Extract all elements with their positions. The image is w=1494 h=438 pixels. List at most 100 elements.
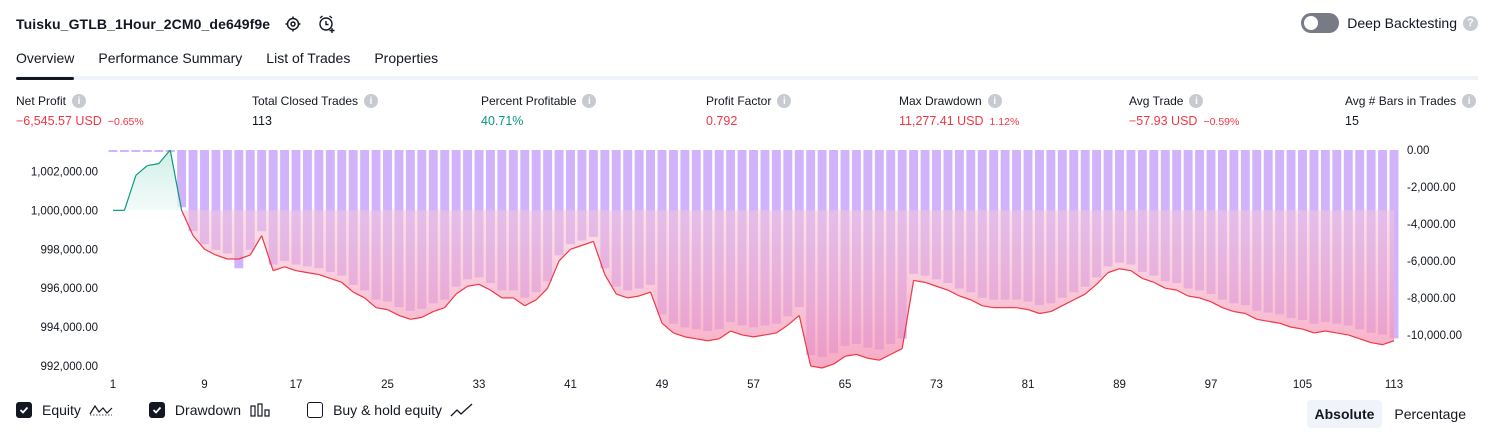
- equity-line-segment: [787, 314, 800, 326]
- drawdown-bar: [154, 150, 164, 152]
- equity-line-segment: [238, 254, 251, 260]
- equity-line-segment: [810, 365, 823, 369]
- equity-line-segment: [455, 285, 468, 295]
- equity-line-segment: [135, 165, 148, 176]
- equity-line-segment: [398, 314, 411, 320]
- metric-total-closed-trades: Total Closed Trades i 113: [252, 94, 379, 128]
- equity-line-segment: [295, 270, 308, 274]
- equity-line-segment: [821, 363, 834, 369]
- equity-line-segment: [741, 334, 754, 338]
- left-axis-tick-label: 998,000.00: [40, 244, 98, 256]
- equity-line-segment: [1165, 287, 1177, 291]
- equity-line-segment: [1359, 338, 1372, 344]
- equity-line-segment: [913, 279, 926, 283]
- drawdown-bar: [211, 150, 221, 250]
- metric-label: Avg Trade: [1129, 94, 1184, 108]
- equity-loss-area: [113, 210, 1394, 368]
- metric-value: 0.792: [706, 114, 738, 128]
- drawdown-checkbox[interactable]: [148, 402, 165, 418]
- equity-line-segment: [1188, 295, 1200, 299]
- equity-checkbox[interactable]: [16, 402, 32, 418]
- left-axis-tick-label: 1,002,000.00: [31, 166, 98, 178]
- tab-overview[interactable]: Overview: [16, 48, 75, 80]
- x-axis-tick-label: 17: [290, 379, 303, 391]
- add-alert-clock-icon[interactable]: [316, 13, 338, 35]
- drawdown-bars-icon: [249, 402, 271, 418]
- equity-line-segment: [547, 260, 560, 289]
- info-icon[interactable]: i: [1189, 94, 1204, 108]
- equity-line-segment: [833, 355, 846, 365]
- help-icon[interactable]: ?: [1463, 15, 1478, 31]
- drawdown-bar: [554, 150, 564, 256]
- equity-line-segment: [581, 240, 594, 246]
- info-icon[interactable]: i: [777, 94, 792, 108]
- legend-buy-hold-equity[interactable]: Buy & hold equity: [307, 402, 474, 418]
- equity-line-segment: [1371, 342, 1383, 346]
- tab-properties[interactable]: Properties: [374, 50, 439, 66]
- deep-backtesting-toggle[interactable]: [1301, 13, 1340, 33]
- equity-line-segment: [1290, 326, 1303, 330]
- metric-avg-trade: Avg Trade i −57.93 USD −0.59%: [1129, 94, 1239, 128]
- drawdown-bar: [188, 150, 198, 232]
- equity-line-segment: [410, 316, 422, 320]
- drawdown-bar: [108, 150, 118, 152]
- equity-line-segment: [890, 348, 903, 355]
- settings-gear-icon[interactable]: [282, 13, 304, 35]
- equity-line-segment: [570, 244, 583, 250]
- info-icon[interactable]: i: [987, 94, 1002, 108]
- legend-equity[interactable]: Equity: [16, 402, 113, 418]
- equity-line-segment: [467, 283, 480, 287]
- info-icon[interactable]: i: [364, 94, 379, 108]
- deep-backtesting-label: Deep Backtesting: [1347, 15, 1457, 31]
- equity-line-segment: [1313, 330, 1326, 334]
- equity-line-segment: [318, 274, 331, 280]
- equity-line-segment: [661, 322, 674, 334]
- drawdown-bar: [566, 150, 575, 245]
- buy-hold-checkbox[interactable]: [307, 402, 324, 418]
- equity-line-segment: [1233, 310, 1246, 315]
- drawdown-label: Drawdown: [174, 402, 242, 418]
- tab-list-of-trades[interactable]: List of Trades: [266, 50, 351, 66]
- metric-value: 15: [1345, 114, 1359, 128]
- equity-line-segment: [1336, 332, 1349, 336]
- equity-drawdown-chart[interactable]: 1,002,000.00 1,000,000.00 998,000.00 996,00…: [0, 140, 1494, 396]
- equity-line-segment: [169, 149, 183, 211]
- equity-line-segment: [592, 241, 606, 275]
- equity-line-segment: [123, 175, 137, 211]
- equity-line-segment: [364, 297, 377, 309]
- x-axis-tick-label: 113: [1385, 379, 1403, 391]
- absolute-button[interactable]: Absolute: [1306, 400, 1383, 428]
- equity-line-segment: [673, 332, 686, 338]
- strategy-header: Tuisku_GTLB_1Hour_2CM0_de649f9e: [16, 12, 338, 36]
- equity-line-segment: [1176, 289, 1189, 297]
- info-icon[interactable]: i: [582, 94, 597, 108]
- equity-line-segment: [879, 353, 892, 361]
- equity-line-segment: [696, 338, 708, 342]
- equity-line-segment: [844, 353, 857, 357]
- equity-line-segment: [1142, 277, 1155, 283]
- percentage-button[interactable]: Percentage: [1394, 406, 1466, 422]
- equity-line-segment: [1153, 281, 1166, 289]
- metric-label: Net Profit: [16, 94, 67, 108]
- drawdown-bar: [245, 150, 255, 250]
- drawdown-bar: [577, 150, 587, 241]
- drawdown-bar: [131, 150, 141, 152]
- x-axis-tick-label: 1: [110, 379, 116, 391]
- equity-line-segment: [512, 297, 526, 307]
- equity-line-segment: [490, 289, 503, 299]
- left-axis-tick-label: 992,000.00: [40, 361, 98, 373]
- metric-value: 11,277.41 USD: [899, 114, 984, 128]
- equity-line-segment: [1016, 307, 1029, 311]
- equity-line-segment: [330, 277, 342, 283]
- metric-profit-factor: Profit Factor i 0.792: [706, 94, 792, 128]
- tab-performance-summary[interactable]: Performance Summary: [98, 50, 243, 66]
- info-icon[interactable]: i: [1462, 94, 1477, 108]
- x-axis-tick-label: 65: [839, 379, 852, 391]
- info-icon[interactable]: i: [72, 94, 87, 108]
- legend-drawdown[interactable]: Drawdown: [148, 402, 271, 418]
- equity-line-segment: [753, 334, 766, 338]
- chart-legend: Equity Drawdown Buy & hold equity: [16, 402, 510, 418]
- metric-label: Avg # Bars in Trades: [1345, 94, 1457, 108]
- equity-line-segment: [947, 289, 960, 297]
- drawdown-bar: [1103, 150, 1113, 267]
